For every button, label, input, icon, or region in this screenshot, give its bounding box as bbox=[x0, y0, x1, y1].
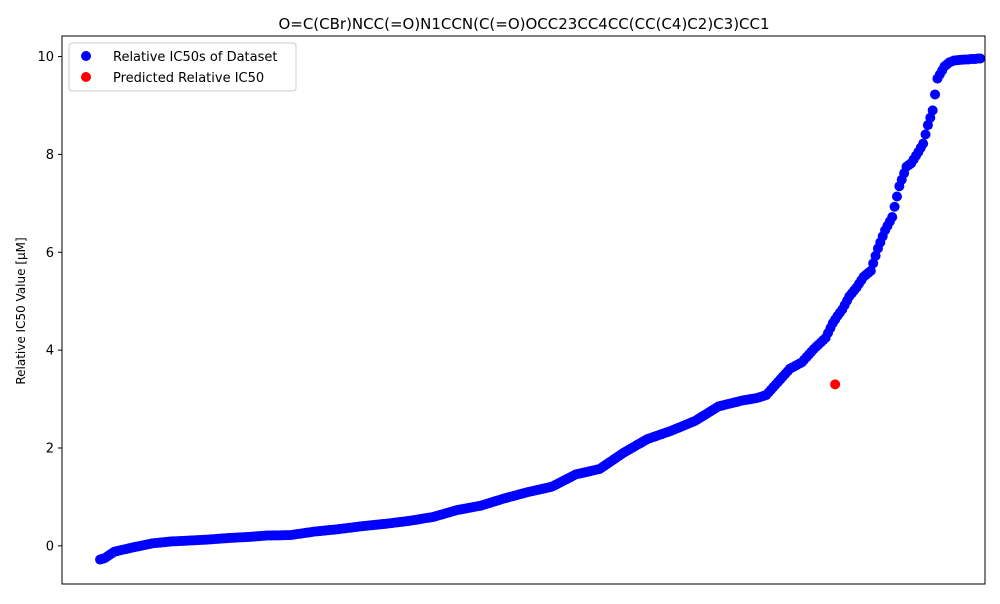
data-points bbox=[95, 53, 986, 565]
plot-frame bbox=[61, 35, 986, 585]
legend-label-dataset: Relative IC50s of Dataset bbox=[113, 50, 278, 65]
y-tick-label: 10 bbox=[37, 50, 54, 65]
y-tick-label: 2 bbox=[46, 441, 54, 456]
data-point-dataset bbox=[865, 265, 876, 276]
data-point-dataset bbox=[889, 201, 900, 212]
y-tick-label: 8 bbox=[46, 148, 54, 163]
chart-title: O=C(CBr)NCC(=O)N1CCN(C(=O)OCC23CC4CC(CC(… bbox=[278, 15, 769, 33]
data-point-dataset bbox=[975, 53, 986, 64]
data-point-dataset bbox=[891, 191, 902, 202]
y-tick-label: 0 bbox=[46, 539, 54, 554]
data-point-dataset bbox=[868, 258, 879, 269]
legend-label-predicted: Predicted Relative IC50 bbox=[113, 71, 264, 86]
data-point-dataset bbox=[887, 212, 898, 223]
data-point-dataset bbox=[920, 129, 931, 140]
y-axis-label: Relative IC50 Value [µM] bbox=[14, 237, 28, 384]
legend-marker-predicted bbox=[81, 72, 91, 82]
data-point-dataset bbox=[870, 250, 881, 261]
y-tick-label: 6 bbox=[46, 246, 54, 261]
y-axis-ticks: 0 2 4 6 8 10 bbox=[37, 50, 62, 554]
legend-box bbox=[68, 42, 297, 92]
data-point-dataset bbox=[930, 89, 941, 100]
data-point-predicted bbox=[830, 379, 841, 390]
data-point-dataset bbox=[918, 138, 929, 149]
legend: Relative IC50s of Dataset Predicted Rela… bbox=[68, 42, 297, 92]
y-tick-label: 4 bbox=[46, 344, 54, 359]
legend-marker-dataset bbox=[81, 51, 91, 61]
data-point-dataset bbox=[927, 105, 938, 116]
